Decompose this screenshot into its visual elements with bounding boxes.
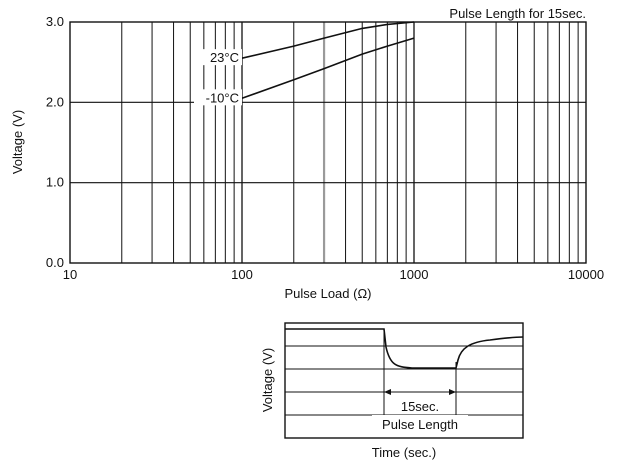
y-tick-label: 1.0 xyxy=(46,175,64,190)
y-tick-label: 0.0 xyxy=(46,255,64,270)
x-tick-label: 1000 xyxy=(400,267,429,282)
x-tick-label: 10000 xyxy=(568,267,604,282)
main-chart: 23°C -10°C 10 100 1000 10000 0.0 1.0 2.0 3.0 Pu… xyxy=(10,6,604,301)
y-axis-label: Voltage (V) xyxy=(10,110,25,174)
voltage-trace xyxy=(285,328,524,369)
arrowhead-left xyxy=(384,389,391,395)
series-line-minus10c xyxy=(241,37,415,100)
pulse-x-axis-label: Time (sec.) xyxy=(372,445,437,460)
y-tick-label: 3.0 xyxy=(46,14,64,29)
series-labels: 23°C -10°C xyxy=(194,49,242,106)
series-label: -10°C xyxy=(206,90,239,105)
series-label-bg xyxy=(202,49,242,66)
pulse-diagram: 15sec. Pulse Length Time (sec.) Voltage … xyxy=(260,322,524,460)
series-line-23c xyxy=(241,21,415,59)
x-tick-label: 100 xyxy=(231,267,253,282)
arrowhead-right xyxy=(449,389,456,395)
y-grid xyxy=(70,101,586,184)
series-label-bg xyxy=(194,89,242,106)
x-tick-label: 10 xyxy=(63,267,77,282)
pulse-length-bg xyxy=(372,415,468,432)
pulse-y-axis-label: Voltage (V) xyxy=(260,348,275,412)
y-tick-label: 2.0 xyxy=(46,94,64,109)
plot-background xyxy=(70,22,586,263)
duration-label: 15sec. xyxy=(401,399,439,414)
x-tick-labels: 10 100 1000 10000 xyxy=(63,267,604,282)
y-tick-labels: 0.0 1.0 2.0 3.0 xyxy=(46,14,64,270)
x-axis-label: Pulse Load (Ω) xyxy=(284,286,371,301)
chart-title: Pulse Length for 15sec. xyxy=(449,6,586,21)
duration-label-bg xyxy=(396,398,444,414)
series-label: 23°C xyxy=(210,50,239,65)
plot-frame xyxy=(69,21,587,264)
series-lines xyxy=(241,21,415,100)
pulse-length-label: Pulse Length xyxy=(382,417,458,432)
